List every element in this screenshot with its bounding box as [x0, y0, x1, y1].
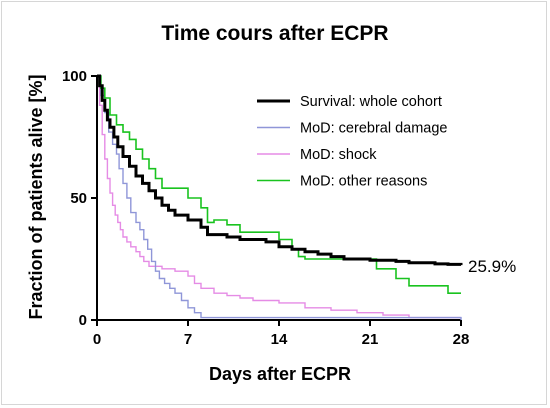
x-tick-label-0: 0 [93, 331, 101, 348]
series-line-2 [97, 75, 461, 319]
legend-label-1: MoD: cerebral damage [300, 121, 448, 137]
chart-title: Time cours after ECPR [161, 22, 388, 45]
x-tick-label-1: 7 [184, 331, 192, 348]
y-tick-label-0: 0 [79, 312, 87, 329]
x-tick-label-2: 14 [271, 331, 288, 348]
y-axis-label: Fraction of patients alive [%] [26, 74, 46, 319]
y-tick-label-1: 50 [70, 190, 87, 207]
y-tick-label-2: 100 [62, 68, 87, 85]
series-layer [97, 74, 463, 320]
final-survival-annotation: 25.9% [468, 257, 516, 276]
x-tick-label-4: 28 [453, 331, 470, 348]
legend-label-2: MoD: shock [300, 147, 377, 163]
x-tick-label-3: 21 [362, 331, 379, 348]
axes: 0 7 14 21 28 0 50 100 [62, 68, 469, 348]
series-line-1 [97, 75, 462, 320]
legend-label-3: MoD: other reasons [300, 174, 427, 190]
x-axis-label: Days after ECPR [209, 364, 351, 384]
legend: Survival: whole cohort MoD: cerebral dama… [257, 94, 448, 190]
series-line-0 [97, 74, 463, 266]
legend-label-0: Survival: whole cohort [300, 94, 442, 110]
